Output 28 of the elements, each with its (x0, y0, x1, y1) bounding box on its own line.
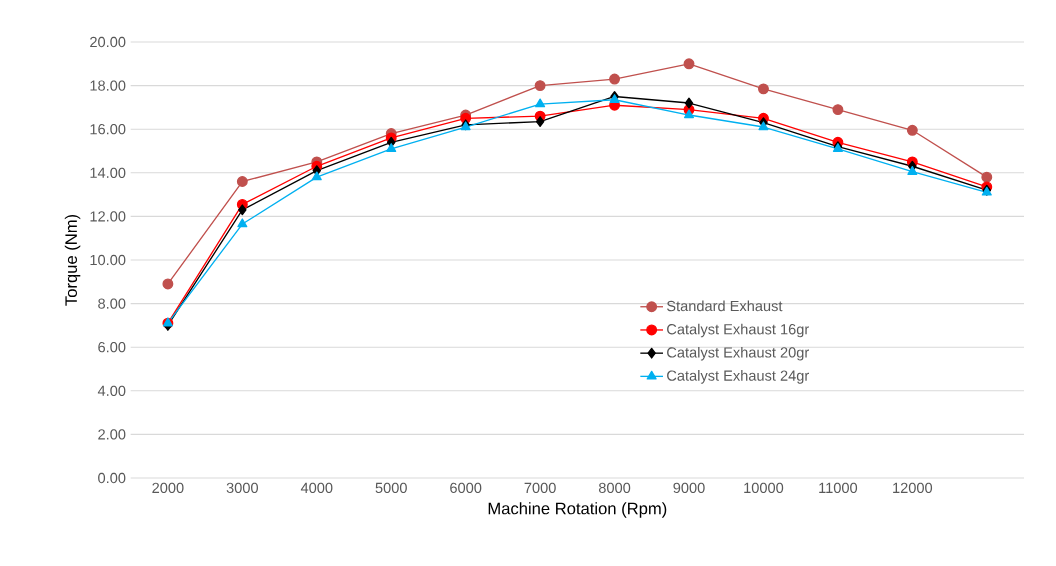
x-tick-label: 11000 (819, 482, 858, 494)
legend-label: Catalyst Exhaust 24gr (667, 370, 809, 384)
y-tick-label: 4.00 (97, 385, 126, 396)
x-tick-label: 10000 (744, 482, 784, 494)
legend-label: Standard Exhaust (666, 300, 783, 312)
x-axis-title: Machine Rotation (Rpm) (488, 502, 667, 518)
legend-label: Catalyst Exhaust 16gr (667, 323, 809, 338)
y-tick-label: 20.00 (90, 36, 126, 48)
y-tick-label: 8.00 (98, 298, 126, 309)
x-tick-label: 4000 (300, 482, 333, 494)
y-tick-label: 2.00 (98, 429, 126, 440)
x-tick-label: 8000 (598, 482, 631, 494)
y-tick-label: 12.00 (90, 211, 126, 222)
x-tick-label: 9000 (673, 482, 705, 494)
x-tick-label: 3000 (226, 482, 258, 494)
y-tick-label: 0.00 (98, 472, 126, 484)
y-tick-label: 10.00 (90, 254, 126, 266)
x-tick-label: 12000 (893, 482, 933, 494)
y-tick-label: 18.00 (90, 80, 126, 91)
y-tick-label: 14.00 (90, 167, 126, 178)
x-tick-label: 2000 (152, 482, 184, 494)
legend-label: Catalyst Exhaust 20gr (667, 346, 809, 361)
y-tick-label: 16.00 (90, 124, 126, 135)
y-tick-label: 6.00 (98, 342, 126, 353)
x-tick-label: 7000 (524, 482, 556, 494)
x-tick-label: 6000 (450, 482, 482, 494)
x-tick-label: 5000 (375, 482, 407, 494)
y-axis-title: Torque (Nm) (64, 214, 81, 306)
